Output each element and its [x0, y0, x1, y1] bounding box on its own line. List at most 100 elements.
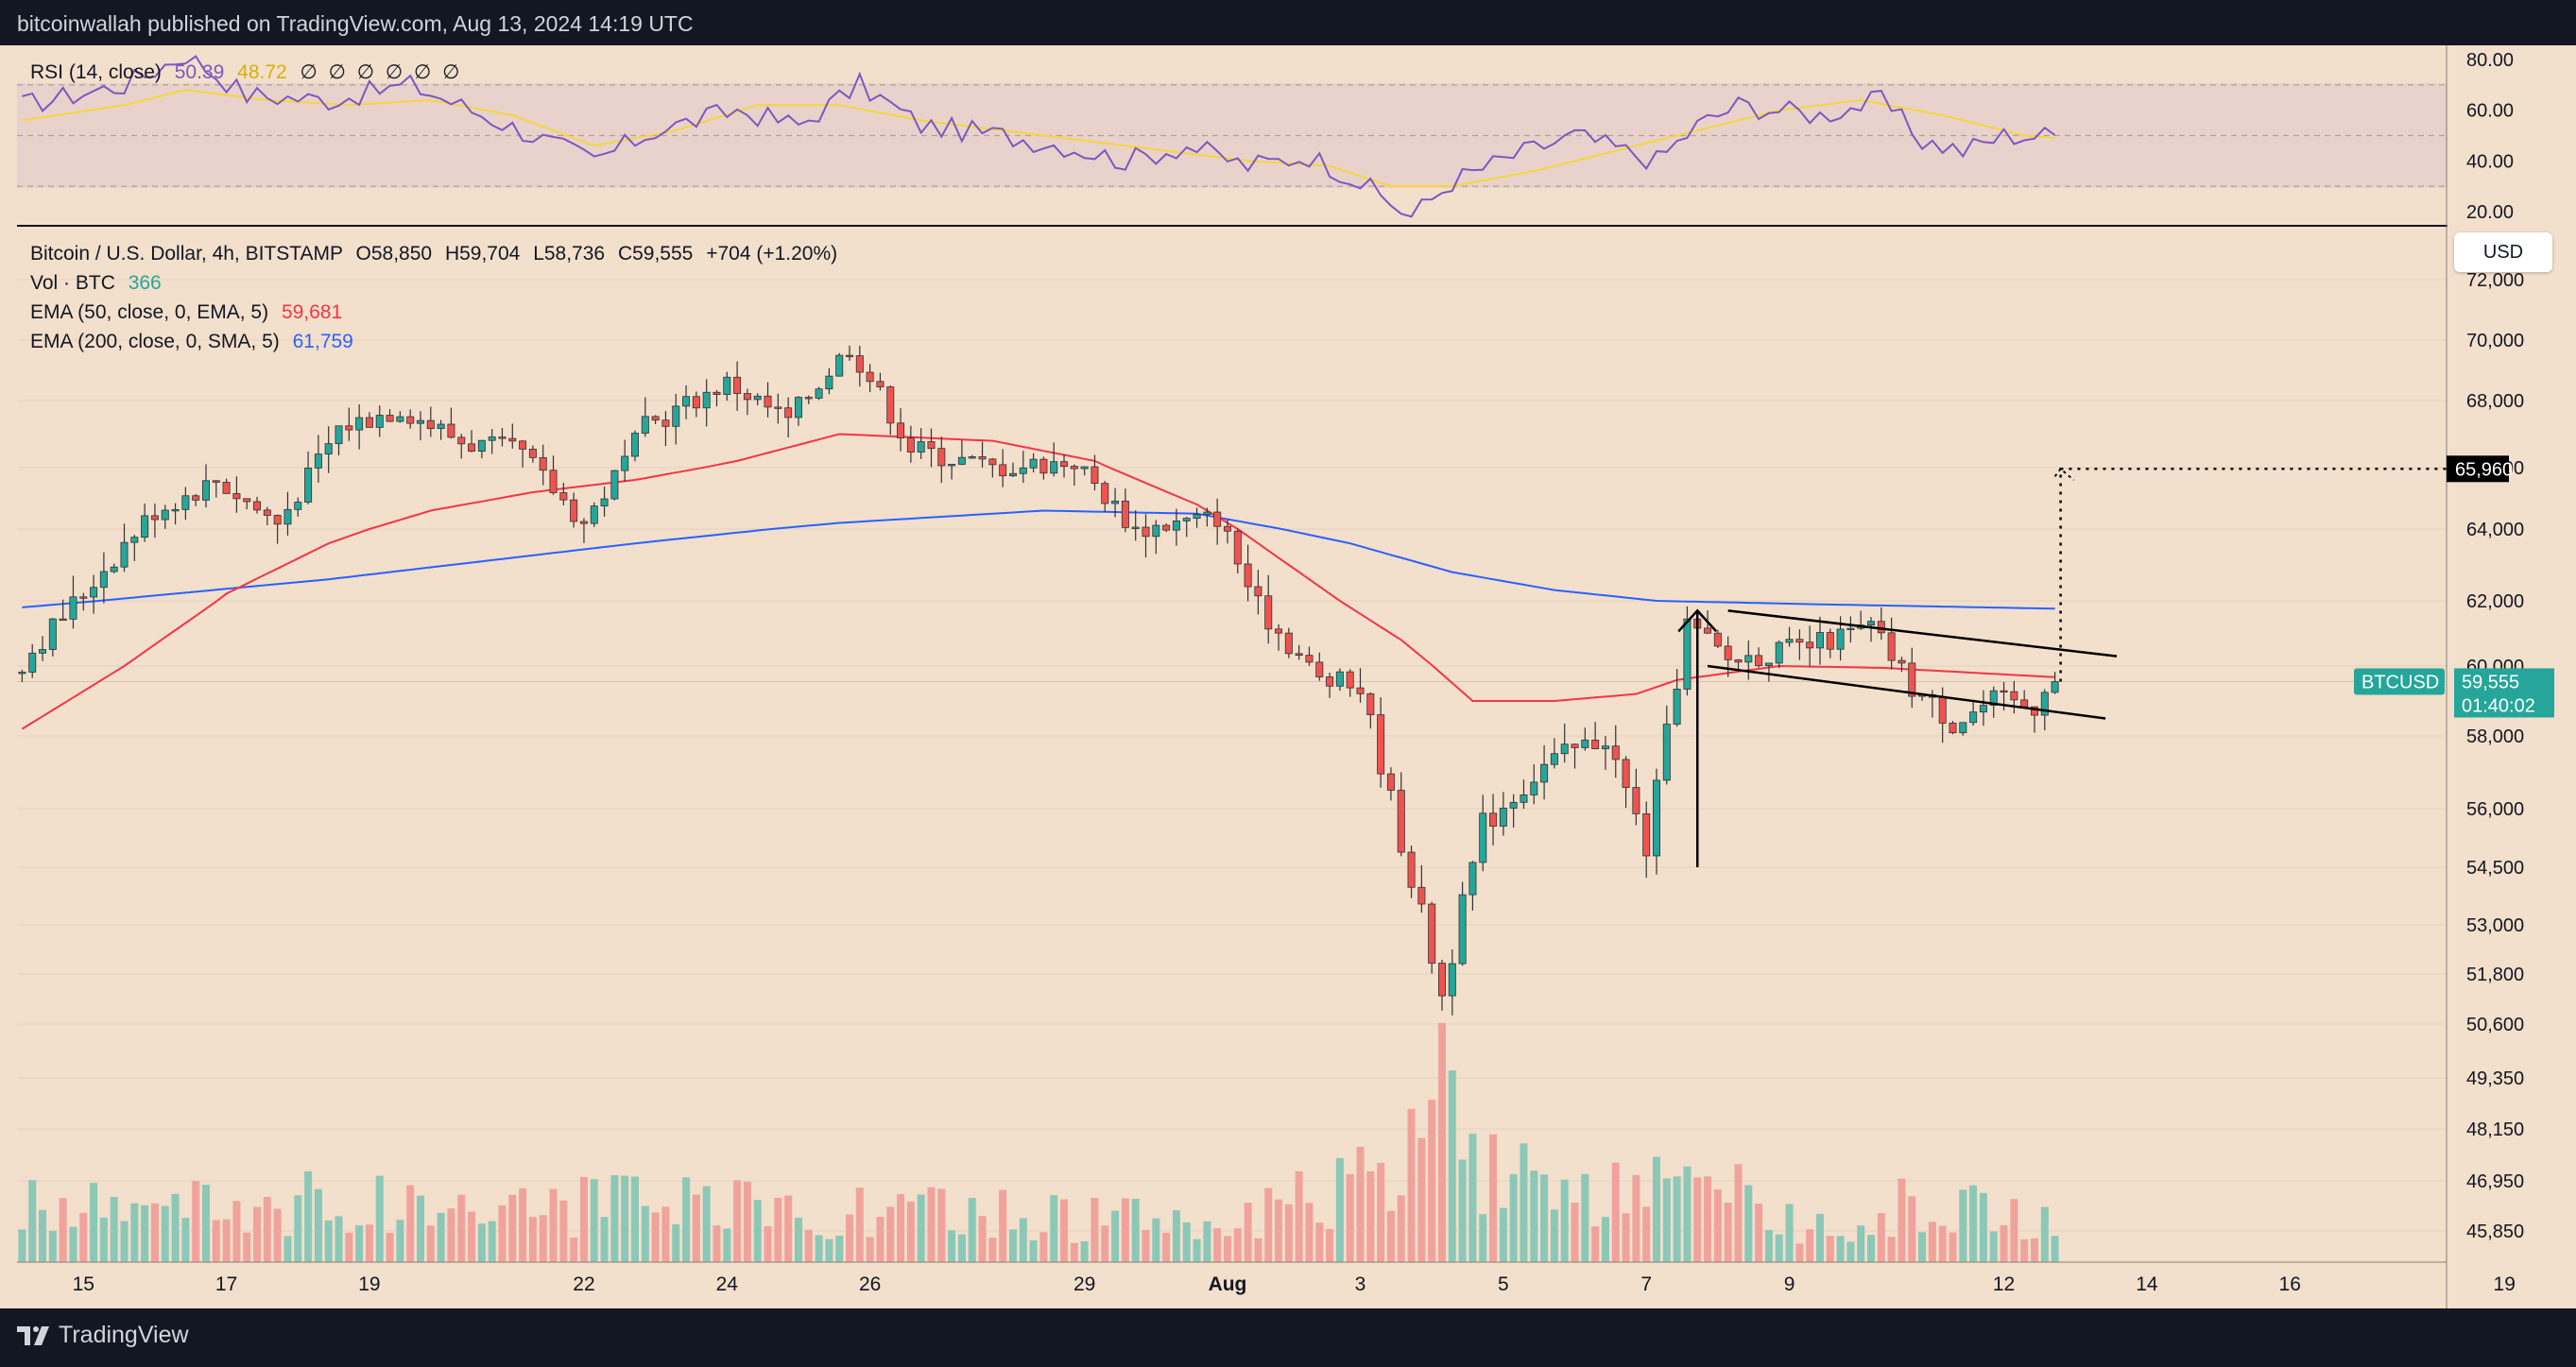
volume-bar — [181, 1218, 190, 1262]
volume-bar — [1152, 1218, 1160, 1262]
volume-bar — [253, 1206, 262, 1262]
candle — [48, 618, 57, 657]
candle — [1101, 481, 1109, 512]
candle — [232, 476, 241, 513]
volume-bar — [1417, 1137, 1426, 1262]
candle — [1437, 959, 1446, 1011]
volume-bar — [559, 1200, 568, 1262]
candle — [1724, 636, 1732, 677]
candle — [386, 409, 394, 422]
candle — [1806, 625, 1814, 667]
ohlc-change: +704 (+1.20%) — [706, 243, 838, 265]
price-tick-label: 51,800 — [2466, 965, 2524, 985]
volume-bar — [713, 1225, 721, 1262]
time-tick-label: 22 — [573, 1273, 594, 1295]
publisher-line: bitcoinwallah published on TradingView.c… — [17, 11, 694, 36]
candle — [110, 563, 118, 573]
volume-bar — [1857, 1225, 1865, 1262]
candle — [1581, 727, 1589, 751]
price-tick-label: 58,000 — [2466, 726, 2524, 747]
volume-bar — [437, 1212, 445, 1262]
candle — [610, 470, 619, 501]
volume-bar — [39, 1209, 47, 1262]
volume-bar — [1275, 1199, 1283, 1262]
tradingview-brand[interactable]: TradingView — [17, 1322, 189, 1349]
candle — [283, 491, 292, 536]
volume-bar — [1060, 1199, 1069, 1262]
candles — [18, 345, 2059, 1016]
symbol-tag: BTCUSD — [2361, 672, 2439, 692]
candle — [1182, 517, 1191, 538]
time-tick-label: 3 — [1355, 1273, 1366, 1295]
candle — [621, 439, 629, 482]
volume-bar — [1356, 1146, 1365, 1262]
candle — [1560, 723, 1569, 763]
candle — [416, 411, 424, 441]
candle — [39, 636, 47, 661]
currency-button[interactable]: USD — [2454, 232, 2552, 272]
volume-bar — [243, 1232, 251, 1262]
flagpole-arrow-head — [1677, 608, 1718, 633]
volume-bar — [549, 1188, 558, 1262]
candle — [406, 409, 415, 429]
rsi-ma-value: 48.72 — [237, 61, 287, 83]
candle — [1091, 454, 1099, 491]
volume-bar — [886, 1206, 895, 1262]
ema50-line — [21, 433, 2055, 730]
candle — [345, 407, 353, 441]
volume-bar — [1377, 1162, 1385, 1262]
volume-bar — [1213, 1228, 1222, 1262]
candle — [937, 436, 946, 484]
candle — [1898, 657, 1906, 673]
volume-bar — [212, 1220, 220, 1262]
drawings[interactable] — [1677, 467, 2447, 867]
candle — [222, 478, 231, 494]
channel-upper-line[interactable] — [1727, 609, 2118, 658]
candle — [1826, 628, 1834, 658]
candle — [1162, 523, 1171, 533]
volume-bar — [120, 1221, 129, 1262]
candle — [294, 497, 302, 517]
rsi-extra: ∅ ∅ ∅ ∅ ∅ ∅ — [300, 61, 463, 83]
candle — [1039, 456, 1048, 480]
candle — [1428, 901, 1436, 974]
candle — [1815, 616, 1824, 665]
candle — [1335, 668, 1344, 692]
volume-bar — [1601, 1217, 1609, 1262]
rsi-ma-line — [22, 89, 2055, 188]
candle — [1611, 725, 1620, 778]
channel-lower-line[interactable] — [1707, 664, 2106, 720]
volume-bar — [528, 1217, 537, 1262]
volume-bar — [876, 1217, 884, 1262]
volume-bar — [1611, 1162, 1620, 1262]
volume-bar — [733, 1180, 742, 1262]
ema200-line — [22, 509, 2055, 610]
time-tick-label: 17 — [215, 1273, 237, 1295]
volume-bar — [324, 1220, 333, 1262]
candle — [855, 345, 864, 387]
volume-bar — [1019, 1218, 1027, 1262]
volume-bar — [1683, 1166, 1692, 1262]
candle — [804, 395, 813, 404]
volume-bar — [906, 1201, 915, 1262]
candle — [79, 592, 88, 611]
volume-label: Vol · BTC — [30, 272, 115, 294]
rsi-value: 50.39 — [174, 61, 225, 83]
price-tick-label: 53,000 — [2466, 915, 2524, 936]
candle — [1908, 647, 1916, 709]
volume-bar — [1571, 1203, 1579, 1262]
volume-bar — [1346, 1173, 1354, 1262]
target-arrow-head — [2053, 467, 2075, 482]
candle — [661, 411, 670, 447]
candle — [1111, 487, 1120, 518]
candle — [1193, 507, 1201, 528]
volume-bar — [1877, 1213, 1885, 1262]
candle — [212, 480, 220, 498]
volume-bar — [631, 1176, 640, 1262]
ema50-label: EMA (50, close, 0, EMA, 5) — [30, 301, 269, 323]
candle — [1755, 647, 1763, 668]
volume-bar — [519, 1188, 527, 1262]
candle — [192, 493, 200, 506]
volume-bar — [1938, 1225, 1947, 1262]
